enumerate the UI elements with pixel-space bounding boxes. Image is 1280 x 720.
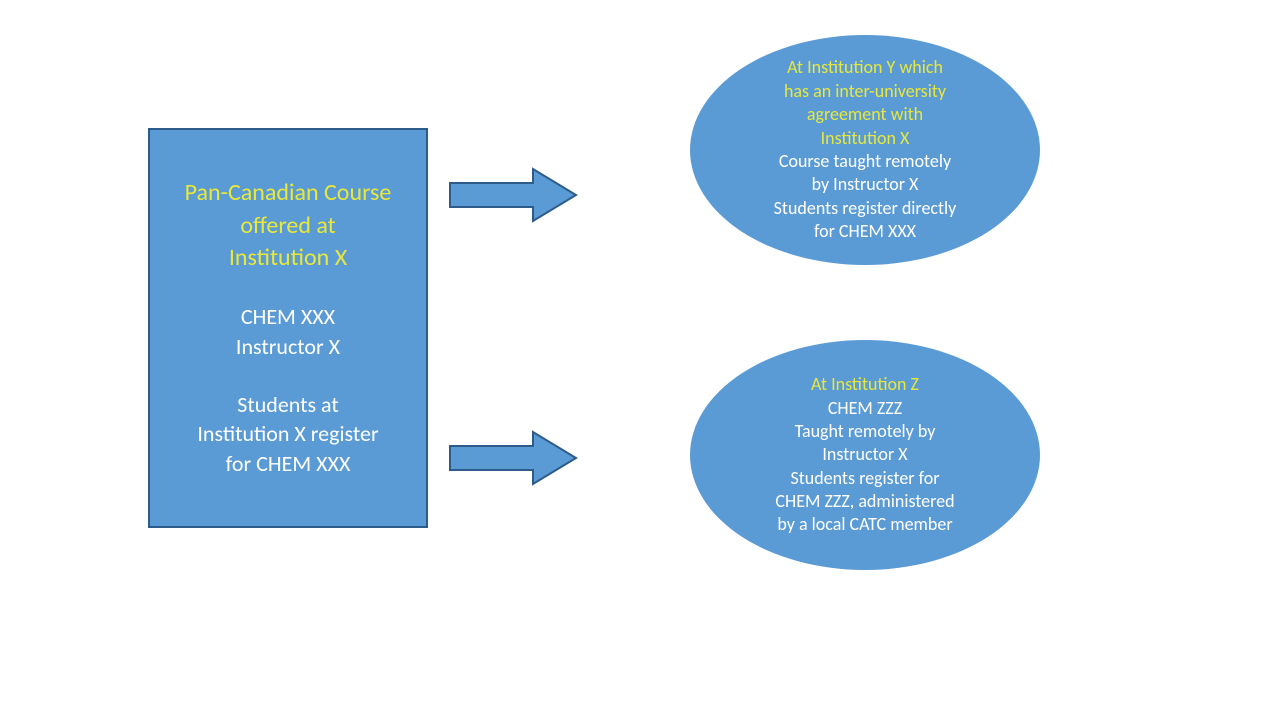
text-line: At Institution Z [735,373,995,396]
arrow-to-institution-z [448,428,578,488]
text-line: agreement with [735,103,995,126]
text-line: Instructor X [168,332,408,362]
source-body-2: Students at Institution X register for C… [168,390,408,479]
arrow-shape [450,169,576,221]
arrow-shape [450,432,576,484]
text-line: by Instructor X [735,173,995,196]
ellipse-yellow-block: At Institution Y which has an inter-univ… [735,56,995,150]
text-line: Taught remotely by [735,420,995,443]
ellipse-yellow-block: At Institution Z [735,373,995,396]
text-line: CHEM ZZZ, administered [735,490,995,513]
spacer [168,362,408,390]
text-line: Course taught remotely [735,150,995,173]
text-line: At Institution Y which [735,56,995,79]
text-line: has an inter-university [735,80,995,103]
text-line: Instructor X [735,443,995,466]
text-line: Institution X register [168,419,408,449]
text-line: Pan-Canadian Course [168,177,408,209]
text-line: CHEM ZZZ [735,397,995,420]
text-line: Institution X [168,242,408,274]
source-box: Pan-Canadian Course offered at Instituti… [148,128,428,528]
text-line: Institution X [735,127,995,150]
text-line: offered at [168,210,408,242]
ellipse-white-block: CHEM ZZZ Taught remotely by Instructor X… [735,397,995,537]
text-line: Students register directly [735,197,995,220]
text-line: Students register for [735,467,995,490]
ellipse-white-block: Course taught remotely by Instructor X S… [735,150,995,244]
text-line: for CHEM XXX [168,449,408,479]
ellipse-institution-z: At Institution Z CHEM ZZZ Taught remotel… [690,340,1040,570]
source-body-1: CHEM XXX Instructor X [168,302,408,361]
arrow-to-institution-y [448,165,578,225]
text-line: Students at [168,390,408,420]
text-line: by a local CATC member [735,513,995,536]
source-title: Pan-Canadian Course offered at Instituti… [168,177,408,274]
text-line: CHEM XXX [168,302,408,332]
ellipse-institution-y: At Institution Y which has an inter-univ… [690,35,1040,265]
spacer [168,274,408,302]
text-line: for CHEM XXX [735,220,995,243]
